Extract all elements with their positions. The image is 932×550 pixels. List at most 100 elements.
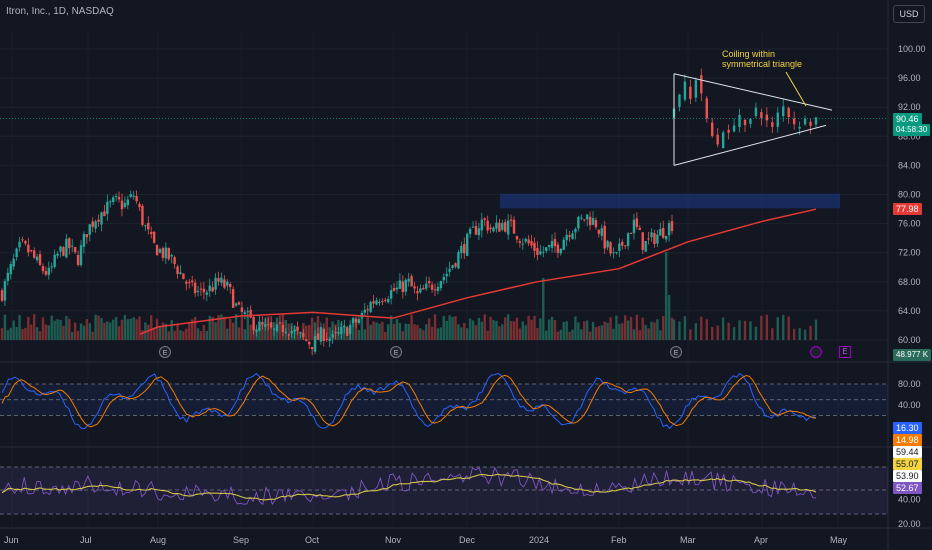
candle-body	[527, 239, 530, 244]
time-tick-label: Sep	[233, 535, 249, 545]
volume-bar	[738, 320, 741, 340]
rsi-tick-label: 20.00	[898, 519, 921, 529]
volume-bar	[357, 330, 361, 340]
candle-body	[185, 281, 188, 284]
volume-bar	[103, 322, 106, 340]
candle-body	[509, 219, 513, 221]
candle-body	[659, 228, 662, 236]
candle-body	[310, 346, 314, 350]
volume-bar	[158, 326, 162, 340]
volume-bar	[565, 321, 568, 340]
candle-body	[138, 203, 141, 208]
volume-bar	[521, 321, 524, 340]
volume-bar	[100, 318, 103, 340]
candle-body	[117, 196, 121, 200]
candle-body	[158, 249, 162, 253]
candle-body	[6, 272, 10, 281]
candle-body	[88, 224, 91, 235]
earnings-badge	[670, 346, 682, 358]
volume-bar	[126, 319, 130, 340]
candle-body	[814, 117, 818, 125]
volume-bar	[787, 316, 790, 340]
volume-bar	[468, 318, 472, 340]
volume-bar	[416, 325, 419, 340]
volume-bar	[76, 331, 80, 340]
time-tick-label: 2024	[529, 535, 549, 545]
candle-body	[231, 289, 235, 308]
volume-bar	[413, 324, 416, 340]
volume-bar	[600, 325, 603, 340]
volume-bar	[155, 318, 159, 340]
candle-body	[340, 327, 343, 335]
candle-body	[246, 311, 249, 313]
ma-value-tag: 77.98	[893, 203, 922, 215]
candle-body	[357, 319, 361, 324]
candle-body	[38, 254, 42, 265]
candle-body	[150, 232, 153, 234]
volume-bar	[56, 319, 59, 340]
volume-bar	[12, 320, 15, 340]
volume-bar	[422, 330, 425, 340]
volume-bar	[615, 315, 618, 340]
candle-body	[422, 287, 425, 290]
volume-bar	[492, 320, 495, 340]
stoch-k-tag: 16.30	[893, 422, 922, 434]
volume-bar	[287, 323, 290, 340]
volume-bar	[439, 327, 443, 340]
volume-bar	[261, 322, 264, 340]
candle-body	[501, 222, 504, 230]
volume-bar	[237, 327, 241, 340]
volume-bar	[217, 315, 220, 340]
candle-body	[226, 281, 229, 286]
candle-body	[451, 265, 454, 269]
volume-bar	[700, 316, 703, 340]
volume-bar	[59, 319, 62, 340]
volume-bar	[483, 314, 486, 340]
volume-bar	[308, 325, 311, 340]
candle-body	[556, 244, 560, 253]
volume-bar	[188, 321, 191, 340]
volume-bar	[559, 329, 563, 340]
currency-button[interactable]: USD	[893, 5, 925, 23]
volume-bar	[498, 326, 501, 340]
candle-body	[416, 291, 419, 294]
candle-body	[144, 225, 147, 227]
volume-bar	[18, 314, 21, 340]
volume-bar	[562, 321, 565, 340]
volume-bar	[471, 320, 475, 340]
candle-body	[577, 216, 580, 229]
candle-body	[381, 301, 384, 303]
candle-body	[392, 287, 396, 291]
candle-body	[237, 302, 241, 305]
volume-bar	[179, 330, 182, 340]
volume-bar	[123, 315, 127, 340]
volume-bar	[363, 329, 366, 340]
candle-body	[419, 288, 422, 293]
candle-body	[176, 266, 179, 275]
candle-body	[606, 241, 609, 248]
volume-bar	[150, 315, 153, 340]
candle-body	[91, 221, 94, 227]
dividend-badge[interactable]: E	[839, 346, 851, 358]
candle-body	[334, 332, 337, 334]
volume-bar	[35, 327, 39, 340]
candle-body	[328, 338, 331, 341]
rsi-band	[0, 467, 888, 514]
candle-body	[711, 122, 714, 136]
countdown-tag: 04:58:30	[893, 124, 931, 136]
volume-bar	[208, 315, 211, 340]
volume-bar	[135, 319, 138, 340]
candle-body	[716, 134, 719, 145]
volume-bar	[585, 320, 589, 340]
volume-bar	[743, 320, 747, 340]
volume-bar	[199, 331, 203, 340]
candle-body	[442, 276, 445, 281]
candle-body	[272, 328, 276, 330]
volume-bar	[606, 322, 609, 340]
candle-body	[504, 222, 507, 232]
candle-body	[111, 197, 115, 202]
volume-bar	[50, 315, 53, 340]
volume-bar	[641, 317, 644, 340]
candle-body	[594, 219, 598, 228]
